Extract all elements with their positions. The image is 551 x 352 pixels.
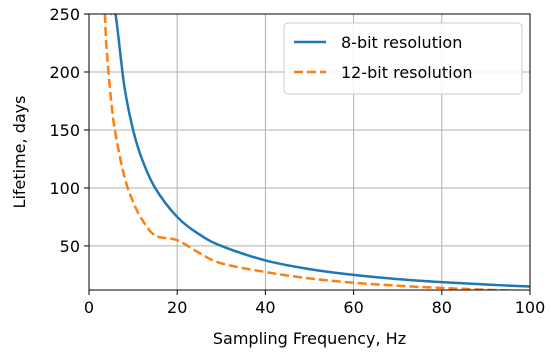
legend-label-1: 8-bit resolution [341,33,462,52]
y-tick-label: 200 [49,63,80,82]
legend: 8-bit resolution 12-bit resolution [283,22,523,95]
series-line-2 [103,14,530,290]
axis-ticks: 0 20 40 60 80 100 50 100 150 200 250 [49,5,545,317]
series-line-1 [109,14,530,288]
y-axis-label: Lifetime, days [10,96,29,209]
y-tick-label: 150 [49,121,80,140]
y-tick-label: 50 [60,237,80,256]
x-tick-label: 60 [343,298,363,317]
x-tick-label: 40 [255,298,275,317]
plot-frame [88,13,531,291]
x-tick-label: 100 [515,298,546,317]
series-layer [103,14,530,290]
y-tick-label: 250 [49,5,80,24]
x-tick-label: 0 [84,298,94,317]
y-tick-label: 100 [49,179,80,198]
x-tick-label: 20 [167,298,187,317]
x-axis-label: Sampling Frequency, Hz [213,329,406,348]
x-tick-label: 80 [432,298,452,317]
legend-label-2: 12-bit resolution [341,63,473,82]
legend-box [283,22,523,95]
